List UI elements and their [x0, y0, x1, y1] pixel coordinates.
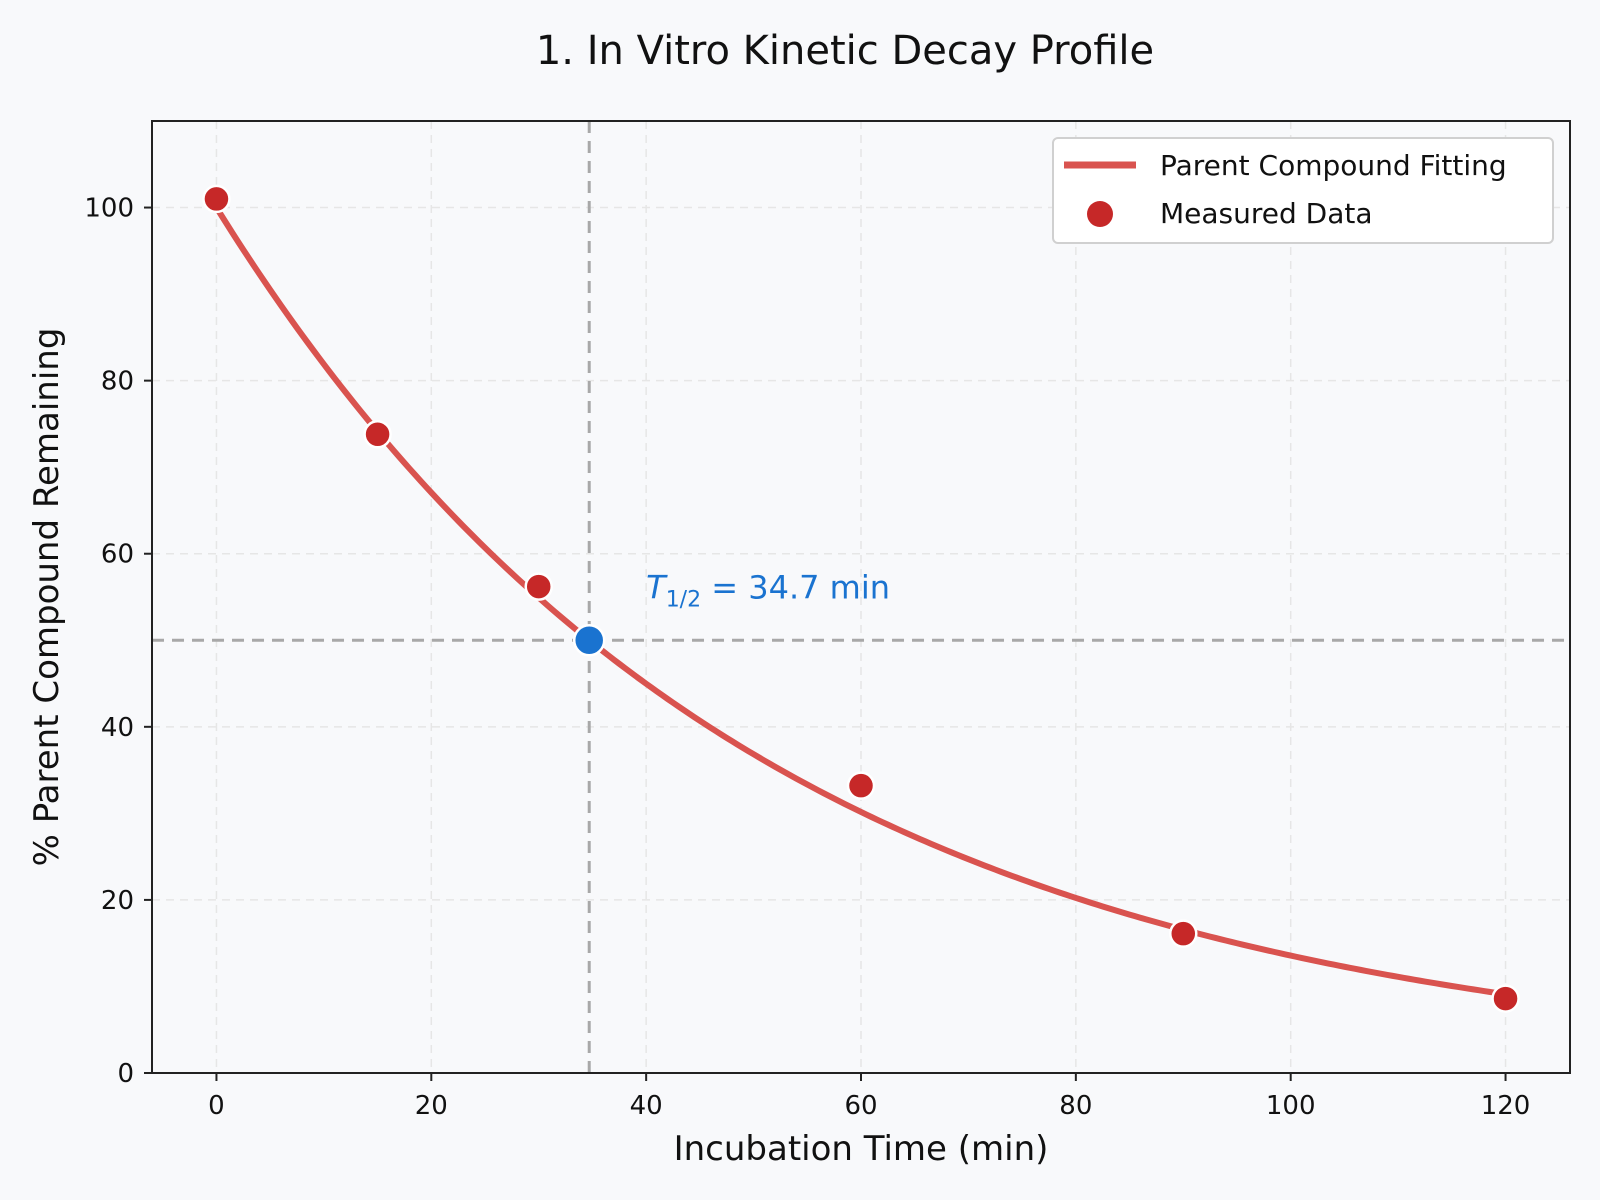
y-tick-label: 80 — [101, 367, 134, 397]
x-axis-label: Incubation Time (min) — [674, 1129, 1049, 1169]
x-tick-label: 60 — [844, 1091, 877, 1121]
y-axis-label: % Parent Compound Remaining — [27, 328, 67, 867]
fit-curve — [213, 204, 1509, 998]
legend-dot-swatch — [1087, 201, 1113, 227]
fit-curve-layer — [213, 204, 1509, 998]
y-tick-label: 60 — [101, 540, 134, 570]
reference-lines — [152, 121, 1570, 1073]
measured-points — [202, 184, 1520, 1013]
measured-point — [846, 771, 876, 800]
x-axis-ticks: 0 20 40 60 80 100 120 — [208, 1073, 1530, 1121]
legend-label-fitting: Parent Compound Fitting — [1160, 149, 1507, 182]
legend-box — [1052, 137, 1554, 244]
measured-point — [524, 572, 553, 601]
measured-point — [1491, 984, 1520, 1013]
y-tick-label: 100 — [84, 194, 134, 224]
measured-point — [1169, 919, 1198, 948]
half-life-value: = 34.7 min — [701, 568, 890, 606]
legend: Parent Compound Fitting Measured Data — [1052, 137, 1554, 244]
y-tick-label: 0 — [117, 1059, 134, 1089]
x-tick-label: 0 — [208, 1091, 225, 1121]
x-tick-label: 80 — [1059, 1091, 1092, 1121]
measured-point — [363, 420, 392, 449]
chart-title: 1. In Vitro Kinetic Decay Profile — [536, 28, 1154, 74]
half-life-layer — [572, 624, 606, 657]
half-life-point — [572, 624, 606, 657]
y-axis-ticks: 0 20 40 60 80 100 — [84, 194, 152, 1089]
half-life-subscript: 1/2 — [666, 587, 701, 612]
x-tick-label: 20 — [415, 1091, 448, 1121]
half-life-symbol: T — [646, 568, 668, 606]
half-life-annotation: T1/2 = 34.7 min — [646, 568, 890, 612]
x-tick-label: 120 — [1481, 1091, 1531, 1121]
y-tick-label: 40 — [101, 713, 134, 743]
legend-label-measured: Measured Data — [1160, 197, 1373, 230]
x-tick-label: 100 — [1266, 1091, 1316, 1121]
x-tick-label: 40 — [630, 1091, 663, 1121]
measured-point — [202, 184, 231, 214]
y-tick-label: 20 — [101, 886, 134, 916]
